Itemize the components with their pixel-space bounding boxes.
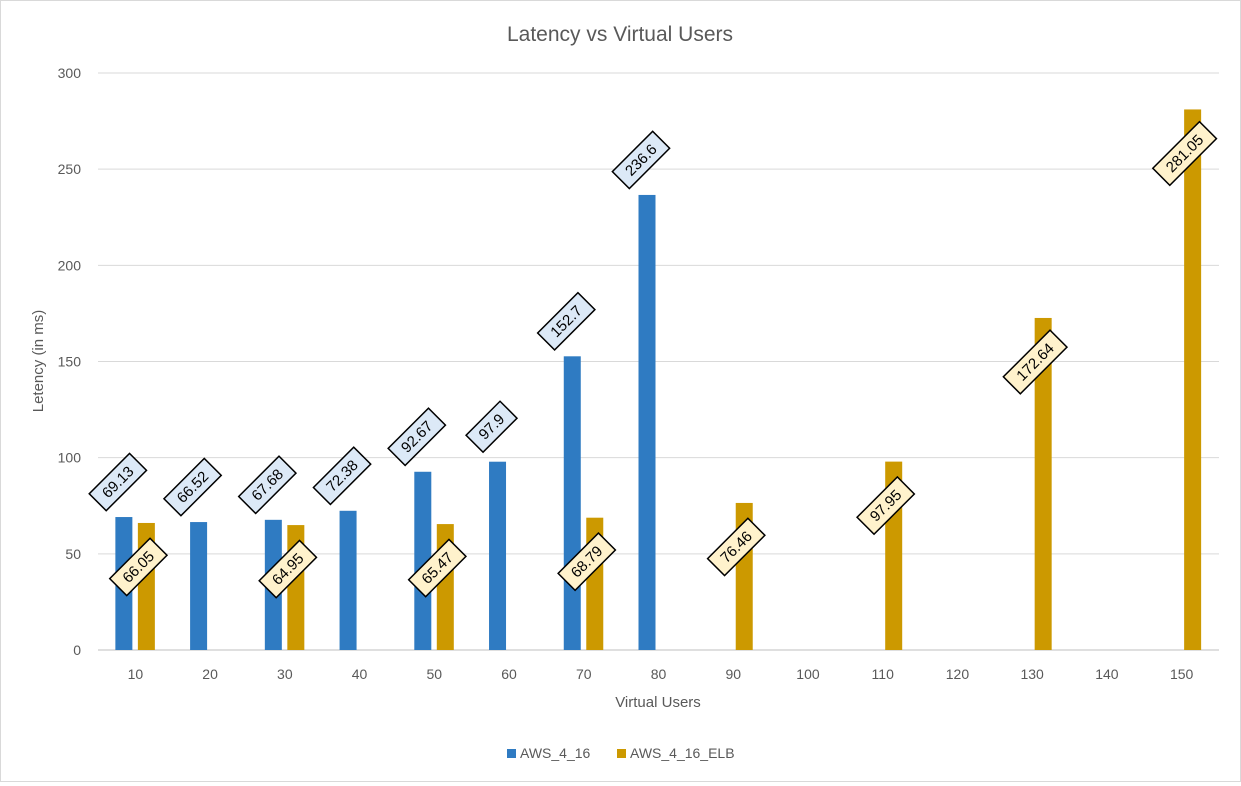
bar-AWS_4_16_ELB-130 [1034,317,1052,650]
x-tick-label: 80 [651,666,667,682]
y-tick-label: 250 [58,161,82,177]
data-label-box [407,538,467,598]
data-label-box [557,531,617,592]
data-label: 92.67 [387,407,447,467]
x-tick-label: 140 [1095,666,1119,682]
y-tick-label: 150 [58,354,82,370]
x-tick-label: 110 [872,666,895,682]
data-label-box [536,291,596,352]
x-tick-label: 50 [427,666,443,682]
legend-swatch [617,749,626,758]
y-tick-label: 100 [58,450,82,466]
bar-AWS_4_16-60 [489,461,507,650]
data-label-box [162,457,223,517]
x-tick-label: 40 [352,666,368,682]
x-tick-label: 120 [946,666,970,682]
x-tick-label: 70 [576,666,592,682]
data-label-box [237,455,298,515]
data-label-box [611,130,671,190]
x-tick-label: 30 [277,666,293,682]
data-label-box [1151,120,1218,187]
x-tick-label: 130 [1020,666,1044,682]
bar-AWS_4_16_ELB-150 [1184,109,1202,651]
bar-AWS_4_16-40 [339,510,357,650]
data-label: 236.6 [611,130,671,190]
data-label-box [88,452,148,512]
data-label: 72.38 [312,446,372,506]
data-label-box [706,517,766,577]
data-label-box [856,475,916,536]
y-tick-label: 0 [73,642,81,658]
x-tick-label: 10 [128,666,144,682]
y-axis-title: Letency (in ms) [30,310,47,413]
legend-label: AWS_4_16 [520,745,591,761]
data-label-box [258,539,318,599]
data-label: 69.13 [88,452,148,512]
data-label: 97.9 [465,400,519,454]
legend-label: AWS_4_16_ELB [630,745,735,761]
data-label-box [465,400,519,454]
x-tick-label: 90 [725,666,741,682]
bar-AWS_4_16-80 [638,194,656,650]
bar-AWS_4_16-20 [190,522,208,650]
data-label: 152.7 [536,291,596,352]
chart-title: Latency vs Virtual Users [507,23,733,46]
y-tick-label: 300 [58,65,82,81]
x-tick-label: 20 [202,666,218,682]
x-axis-title: Virtual Users [615,694,701,711]
data-label: 67.68 [237,455,298,515]
bar-AWS_4_16-70 [563,356,581,650]
x-tick-label: 60 [501,666,517,682]
x-tick-label: 100 [796,666,820,682]
data-label-box [387,407,447,467]
y-tick-label: 200 [58,257,82,273]
x-tick-label: 150 [1170,666,1194,682]
legend-swatch [507,749,516,758]
y-tick-label: 50 [65,546,81,562]
data-label: 66.52 [162,457,223,517]
data-label-box [1002,329,1069,395]
data-label-box [108,537,169,597]
data-label-box [312,446,372,506]
bar-AWS_4_16-50 [414,471,432,650]
